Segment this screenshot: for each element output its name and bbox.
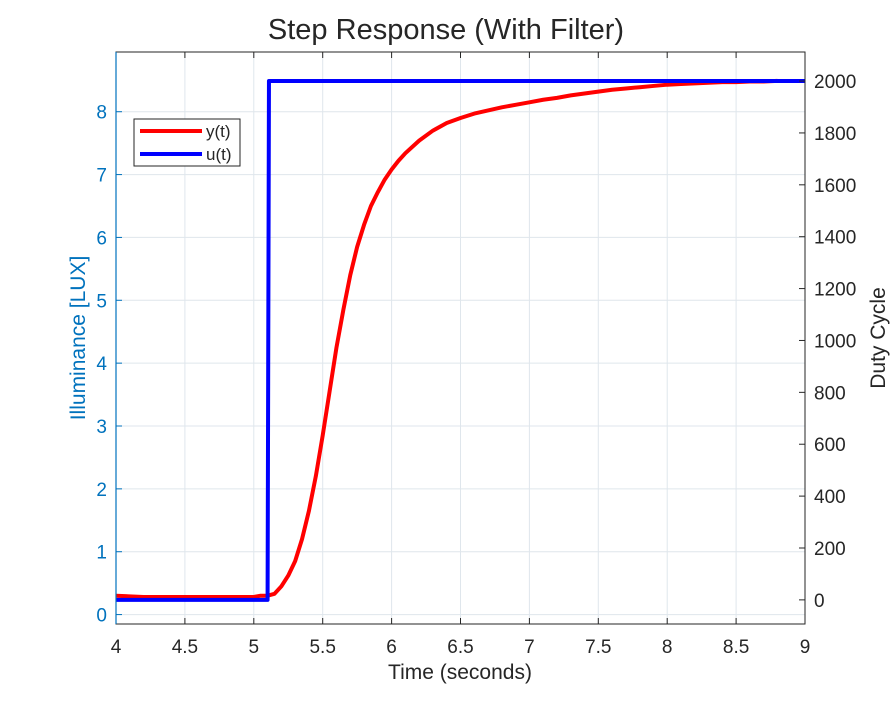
y-right-tick-label: 1000: [814, 331, 856, 352]
x-tick-label: 6: [386, 637, 397, 658]
legend-label-y: y(t): [206, 122, 231, 141]
y-left-tick-label: 6: [96, 228, 107, 249]
y-right-tick-label: 200: [814, 539, 846, 560]
y-right-tick-label: 600: [814, 435, 846, 456]
y-left-tick-label: 7: [96, 166, 107, 187]
y-axis-right-label: Duty Cycle: [867, 287, 890, 389]
legend-label-u: u(t): [206, 145, 232, 164]
y-axis-left-label: Illuminance [LUX]: [67, 256, 90, 421]
legend: y(t) u(t): [133, 118, 241, 167]
y-left-tick-label: 1: [96, 543, 107, 564]
y-left-tick-label: 8: [96, 103, 107, 124]
y-right-tick-label: 1200: [814, 280, 856, 301]
y-left-tick-label: 4: [96, 354, 107, 375]
x-tick-label: 8.5: [723, 637, 749, 658]
y-left-tick-label: 3: [96, 417, 107, 438]
x-tick-label: 7: [524, 637, 535, 658]
y-right-tick-label: 2000: [814, 72, 856, 93]
legend-box: [133, 118, 241, 167]
x-tick-label: 6.5: [447, 637, 473, 658]
series-line-u: [116, 79, 805, 602]
x-axis-label: Time (seconds): [388, 661, 532, 684]
x-tick-label: 8: [662, 637, 673, 658]
y-right-tick-label: 400: [814, 487, 846, 508]
y-right-tick-label: 1600: [814, 176, 856, 197]
series-layer: [115, 78, 805, 602]
y-right-tick-label: 0: [814, 591, 825, 612]
y-left-tick-label: 5: [96, 291, 107, 312]
x-axis: 4 4.5 5 5.5 6 6.5 7 7.5 8 8.5 9: [111, 52, 811, 658]
x-tick-label: 7.5: [585, 637, 611, 658]
y-left-tick-label: 0: [96, 606, 107, 627]
x-tick-label: 5: [249, 637, 260, 658]
y-axis-left: 0 1 2 3 4 5 6 7 8: [96, 52, 122, 627]
y-left-tick-label: 2: [96, 480, 107, 501]
y-right-tick-label: 800: [814, 383, 846, 404]
x-tick-label: 9: [800, 637, 811, 658]
chart-title: Step Response (With Filter): [268, 14, 624, 46]
y-right-tick-label: 1800: [814, 124, 856, 145]
x-tick-label: 4.5: [172, 637, 198, 658]
series-line-y: [115, 78, 778, 599]
x-tick-label: 4: [111, 637, 122, 658]
y-axis-right: 0 200 400 600 800 1000 1200 1400 1600 1800 2000: [799, 72, 856, 612]
x-tick-label: 5.5: [309, 637, 335, 658]
y-right-tick-label: 1400: [814, 228, 856, 249]
